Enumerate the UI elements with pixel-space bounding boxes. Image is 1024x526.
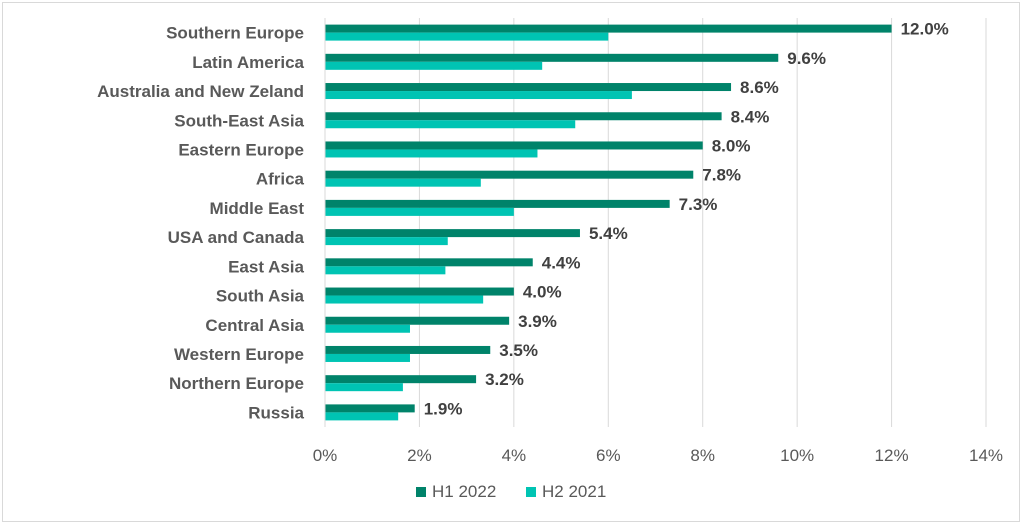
category-label: Southern Europe (166, 24, 304, 43)
category-label: Russia (248, 403, 304, 422)
bar-h1-2022 (325, 258, 533, 267)
category-label: East Asia (228, 257, 304, 276)
data-label: 7.8% (702, 166, 741, 185)
bar-h1-2022 (325, 404, 415, 413)
bar-h1-2022 (325, 83, 732, 92)
legend-label: H1 2022 (432, 482, 496, 501)
bar-h1-2022 (325, 170, 694, 179)
bar-h2-2021 (325, 120, 576, 129)
data-label: 9.6% (787, 49, 826, 68)
data-label: 1.9% (424, 399, 463, 418)
x-tick-labels: 0% 2% 4% 6% 8% 10% 12% 14% (313, 446, 1003, 465)
category-label: Australia and New Zeland (97, 82, 304, 101)
bar-h1-2022 (325, 199, 670, 208)
data-label: 8.6% (740, 78, 779, 97)
x-tick-label: 0% (313, 446, 338, 465)
bars (325, 24, 892, 421)
data-label: 3.5% (499, 341, 538, 360)
category-label: USA and Canada (168, 228, 305, 247)
data-label: 8.4% (731, 107, 770, 126)
bar-h2-2021 (325, 91, 632, 100)
bar-h2-2021 (325, 207, 514, 216)
bar-h2-2021 (325, 32, 609, 41)
x-tick-label: 14% (969, 446, 1003, 465)
bar-h1-2022 (325, 345, 491, 354)
bar-h2-2021 (325, 295, 484, 304)
bar-h1-2022 (325, 141, 703, 150)
x-tick-label: 8% (690, 446, 715, 465)
bar-h2-2021 (325, 178, 481, 187)
data-labels: 12.0% 9.6% 8.6% 8.4% 8.0% 7.8% 7.3% 5.4% 4.4% 4.0… (424, 20, 949, 419)
data-label: 4.4% (542, 253, 581, 272)
category-labels: Southern Europe Latin America Australia an… (97, 24, 304, 423)
bar-h1-2022 (325, 53, 779, 62)
bar-h2-2021 (325, 324, 410, 333)
bar-h1-2022 (325, 375, 477, 384)
bar-h2-2021 (325, 412, 399, 421)
bar-h1-2022 (325, 287, 514, 296)
category-label: Western Europe (174, 345, 304, 364)
data-label: 5.4% (589, 224, 628, 243)
data-label: 12.0% (901, 20, 949, 39)
bar-h1-2022 (325, 229, 580, 238)
category-label: Latin America (192, 53, 304, 72)
bar-h1-2022 (325, 112, 722, 121)
bar-h2-2021 (325, 383, 403, 392)
bar-h1-2022 (325, 316, 510, 325)
bar-h2-2021 (325, 266, 446, 275)
category-label: Africa (256, 170, 305, 189)
category-label: South Asia (216, 287, 305, 306)
gridlines (418, 18, 987, 427)
data-label: 7.3% (679, 195, 718, 214)
category-label: Northern Europe (169, 374, 304, 393)
bar-h1-2022 (325, 24, 892, 33)
x-tick-label: 12% (875, 446, 909, 465)
category-label: Eastern Europe (178, 140, 304, 159)
data-label: 3.2% (485, 370, 524, 389)
bar-h2-2021 (325, 353, 410, 362)
x-tick-label: 6% (596, 446, 621, 465)
data-label: 8.0% (712, 136, 751, 155)
legend-label: H2 2021 (542, 482, 606, 501)
legend: H1 2022 H2 2021 (416, 482, 606, 501)
bar-h2-2021 (325, 237, 448, 246)
bar-h2-2021 (325, 149, 538, 158)
x-tick-label: 10% (780, 446, 814, 465)
legend-swatch (526, 487, 536, 497)
category-label: South-East Asia (174, 111, 304, 130)
category-label: Middle East (210, 199, 305, 218)
bar-chart: Southern Europe Latin America Australia an… (97, 18, 1003, 501)
category-label: Central Asia (205, 316, 304, 335)
bar-h2-2021 (325, 61, 543, 70)
x-tick-label: 4% (502, 446, 527, 465)
data-label: 4.0% (523, 283, 562, 302)
legend-swatch (416, 487, 426, 497)
data-label: 3.9% (518, 312, 557, 331)
x-tick-label: 2% (407, 446, 432, 465)
